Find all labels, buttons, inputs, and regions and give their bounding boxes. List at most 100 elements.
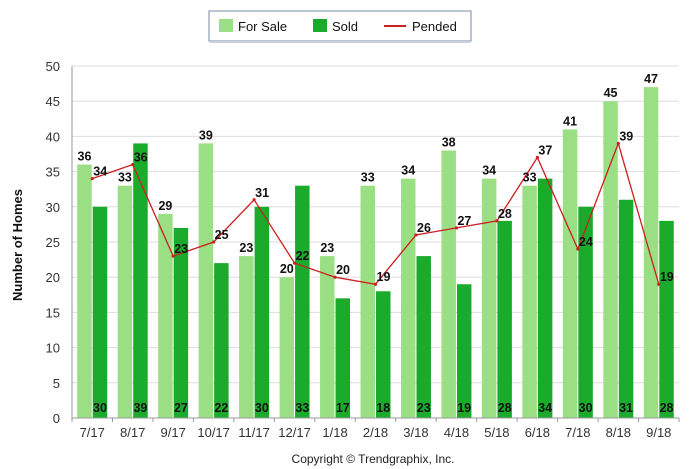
axes: 0 5 10 15 20 25 30 35 40 45 50 7/17 8/17 9/17 10/17 11/… <box>46 59 680 440</box>
pended-point <box>495 219 499 223</box>
for-sale-bar <box>239 256 254 418</box>
y-tick-label: 5 <box>53 376 60 391</box>
y-tick-label: 25 <box>46 235 60 250</box>
sold-data-label: 28 <box>660 401 674 415</box>
legend-label: For Sale <box>238 19 287 34</box>
sold-bar <box>618 199 634 418</box>
pended-data-label: 36 <box>134 151 148 165</box>
x-tick-label: 10/17 <box>197 425 230 440</box>
pended-line <box>90 141 661 286</box>
for-sale-bar <box>77 164 92 418</box>
x-tick-label: 7/17 <box>80 425 105 440</box>
x-tick-label: 2/18 <box>363 425 388 440</box>
pended-data-label: 27 <box>457 214 471 228</box>
sold-bar <box>295 185 310 418</box>
for-sale-data-label: 20 <box>280 262 294 276</box>
for-sale-data-label: 41 <box>563 114 577 128</box>
sold-bar <box>659 220 674 418</box>
sold-data-label: 28 <box>498 401 512 415</box>
for-sale-bar <box>441 150 456 419</box>
y-tick-label: 10 <box>46 341 60 356</box>
pended-point <box>576 247 580 251</box>
x-tick-label: 8/18 <box>606 425 631 440</box>
for-sale-data-label: 36 <box>78 150 92 164</box>
gridlines <box>72 65 679 419</box>
for-sale-data-label: 38 <box>442 135 456 149</box>
x-tick-label: 3/18 <box>403 425 428 440</box>
for-sale-bar <box>522 185 537 418</box>
pended-data-label: 37 <box>538 144 552 158</box>
legend-box <box>208 10 472 42</box>
pended-data-label: 19 <box>377 270 391 284</box>
for-sale-bar <box>643 87 659 419</box>
pended-point <box>212 240 216 244</box>
sold-data-label: 27 <box>174 401 188 415</box>
y-tick-label: 50 <box>46 59 60 74</box>
sold-bar <box>376 291 391 418</box>
sold-bar <box>214 263 229 418</box>
pended-data-label: 26 <box>417 221 431 235</box>
pended-data-label: 19 <box>660 270 674 284</box>
sold-data-label: 31 <box>619 401 633 415</box>
sold-data-label: 19 <box>457 401 471 415</box>
sold-data-label: 30 <box>255 401 269 415</box>
sold-bar <box>173 227 189 418</box>
x-tick-label: 9/18 <box>646 425 671 440</box>
sold-bar <box>416 256 431 418</box>
x-tick-label: 7/18 <box>565 425 590 440</box>
for-sale-data-label: 33 <box>523 171 537 185</box>
sold-bar <box>497 220 512 418</box>
pended-point <box>535 155 539 160</box>
sold-data-label: 22 <box>214 401 228 415</box>
pended-data-label: 23 <box>174 242 188 256</box>
sold-data-label: 18 <box>376 401 390 415</box>
x-tick-label: 11/17 <box>238 425 270 440</box>
x-tick-label: 9/17 <box>161 425 186 440</box>
pended-point <box>454 226 459 230</box>
pended-point <box>333 275 337 279</box>
legend-label: Pended <box>412 19 457 34</box>
bars <box>77 87 674 419</box>
sold-bar <box>578 206 593 418</box>
legend-swatch <box>313 19 327 32</box>
for-sale-data-label: 34 <box>401 164 415 178</box>
pended-point <box>657 282 661 286</box>
for-sale-bar <box>481 178 497 418</box>
y-tick-label: 20 <box>46 270 60 285</box>
pended-data-label: 34 <box>93 165 107 179</box>
for-sale-data-label: 33 <box>118 171 132 185</box>
pended-point <box>292 261 297 265</box>
for-sale-data-label: 34 <box>482 164 496 178</box>
for-sale-bar <box>198 143 214 418</box>
for-sale-bar <box>603 101 618 418</box>
sold-bar <box>456 284 472 418</box>
pended-data-label: 28 <box>498 207 512 221</box>
legend: For Sale Sold Pended <box>208 10 472 43</box>
for-sale-bar <box>279 277 295 418</box>
sold-data-label: 39 <box>133 401 147 415</box>
sold-bar <box>537 178 553 418</box>
sold-data-label: 30 <box>579 401 593 415</box>
y-axis-title: Number of Homes <box>10 189 25 301</box>
y-tick-label: 40 <box>46 129 60 144</box>
x-tick-label: 5/18 <box>484 425 509 440</box>
pended-point <box>252 198 256 202</box>
pended-data-label: 20 <box>336 263 350 277</box>
for-sale-bar <box>158 213 173 418</box>
pended-point <box>373 282 378 286</box>
x-tick-label: 6/18 <box>525 425 550 440</box>
for-sale-data-label: 39 <box>199 128 213 142</box>
data-labels: 36 30 33 39 29 27 39 22 23 30 20 33 23 17 33 18 34 23 38 19… <box>78 72 674 415</box>
sold-bar <box>133 143 148 418</box>
pended-point <box>616 141 620 146</box>
pended-point <box>131 162 135 167</box>
for-sale-data-label: 45 <box>604 86 618 100</box>
sold-data-label: 23 <box>417 401 431 415</box>
y-tick-label: 0 <box>53 411 60 426</box>
for-sale-data-label: 29 <box>158 199 172 213</box>
y-tick-label: 35 <box>46 165 60 180</box>
pended-point <box>171 254 175 258</box>
for-sale-data-label: 47 <box>644 72 658 86</box>
y-tick-label: 45 <box>46 94 60 109</box>
